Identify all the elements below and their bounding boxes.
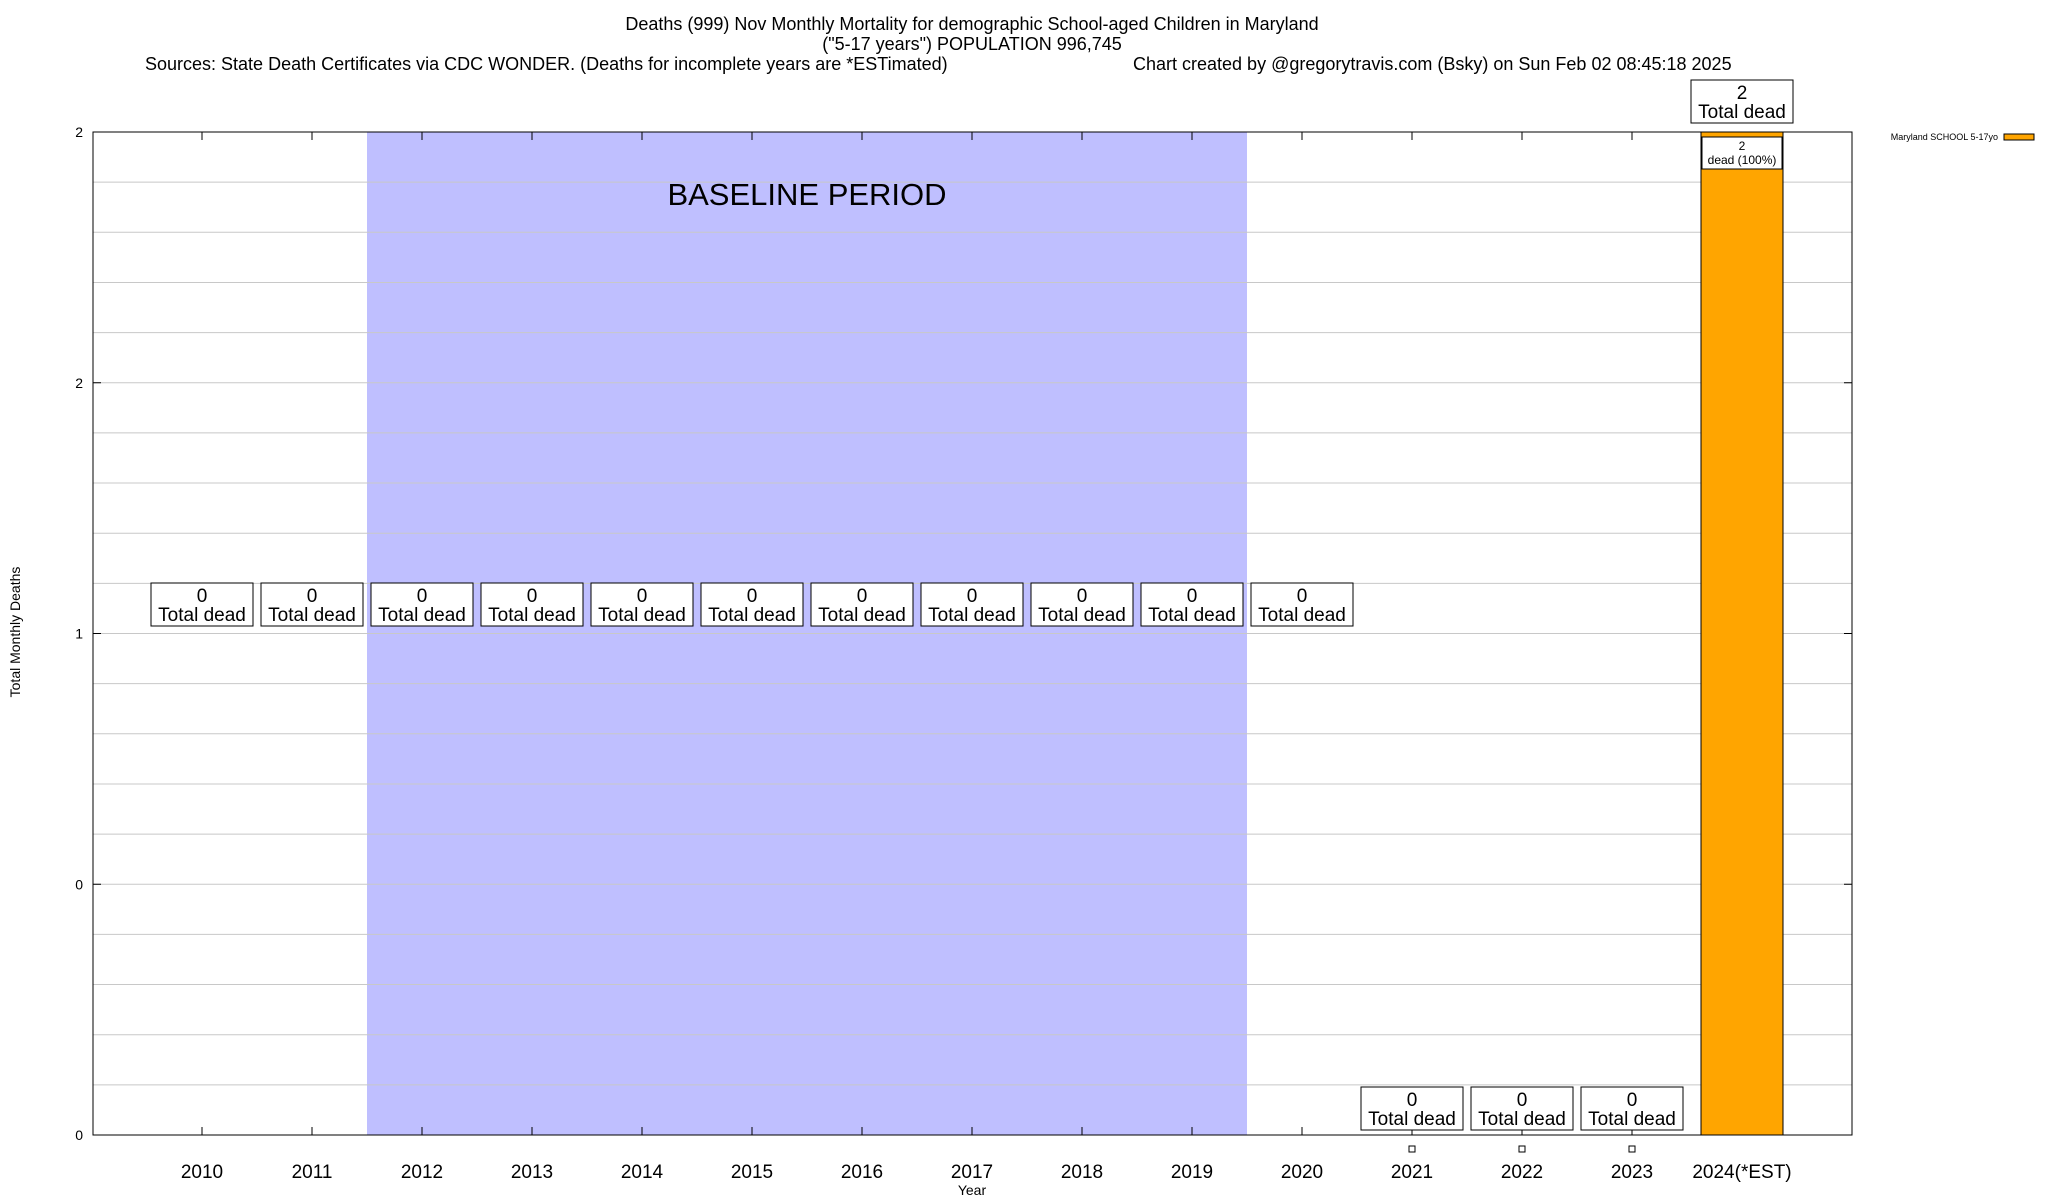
x-tick-label: 2024(*EST) bbox=[1692, 1162, 1791, 1183]
y-tick-label: 1 bbox=[75, 626, 83, 642]
total-label-box bbox=[370, 582, 474, 627]
total-label-value: 0 bbox=[307, 586, 318, 607]
x-tick-label: 2019 bbox=[1171, 1162, 1213, 1183]
total-label-box bbox=[260, 582, 364, 627]
x-tick-label: 2013 bbox=[511, 1162, 553, 1183]
inner-label-value: 2 bbox=[1739, 139, 1746, 153]
total-label-box bbox=[1470, 1086, 1574, 1131]
legend-swatch bbox=[2003, 133, 2035, 141]
total-label-text: Total dead bbox=[1698, 102, 1786, 123]
total-label-box bbox=[590, 582, 694, 627]
total-label-box bbox=[1250, 582, 1354, 627]
total-label-text: Total dead bbox=[1588, 1109, 1676, 1130]
total-label-box bbox=[1690, 79, 1794, 124]
zero-marker bbox=[1408, 1145, 1416, 1153]
total-label-box bbox=[480, 582, 584, 627]
total-label-value: 0 bbox=[967, 586, 978, 607]
total-label-box bbox=[810, 582, 914, 627]
x-tick-label: 2017 bbox=[951, 1162, 993, 1183]
total-label-value: 0 bbox=[527, 586, 538, 607]
total-label-box bbox=[150, 582, 254, 627]
inner-label-text: dead (100%) bbox=[1708, 153, 1777, 167]
y-axis-label: Total Monthly Deaths bbox=[7, 567, 23, 698]
total-label-value: 0 bbox=[417, 586, 428, 607]
total-label-value: 0 bbox=[1407, 1090, 1418, 1111]
baseline-period-label: BASELINE PERIOD bbox=[667, 177, 946, 212]
total-label-text: Total dead bbox=[1148, 605, 1236, 626]
x-tick-label: 2022 bbox=[1501, 1162, 1543, 1183]
x-tick-label: 2011 bbox=[292, 1162, 333, 1183]
total-label-value: 0 bbox=[637, 586, 648, 607]
zero-marker bbox=[1628, 1145, 1636, 1153]
total-label-box bbox=[700, 582, 804, 627]
total-label-text: Total dead bbox=[158, 605, 246, 626]
total-label-box bbox=[1360, 1086, 1464, 1131]
total-label-value: 0 bbox=[1297, 586, 1308, 607]
total-label-text: Total dead bbox=[378, 605, 466, 626]
y-tick-label: 0 bbox=[75, 1127, 83, 1143]
total-label-text: Total dead bbox=[268, 605, 356, 626]
total-label-text: Total dead bbox=[1478, 1109, 1566, 1130]
total-label-value: 0 bbox=[1077, 586, 1088, 607]
total-label-value: 0 bbox=[747, 586, 758, 607]
total-label-box bbox=[1580, 1086, 1684, 1131]
total-label-value: 0 bbox=[197, 586, 208, 607]
x-tick-label: 2012 bbox=[401, 1162, 443, 1183]
total-label-text: Total dead bbox=[928, 605, 1016, 626]
total-label-box bbox=[1030, 582, 1134, 627]
x-tick-label: 2010 bbox=[181, 1162, 223, 1183]
total-label-box bbox=[920, 582, 1024, 627]
bar bbox=[1700, 131, 1784, 1136]
x-tick-label: 2023 bbox=[1611, 1162, 1653, 1183]
y-tick-label: 0 bbox=[75, 876, 83, 892]
total-label-text: Total dead bbox=[818, 605, 906, 626]
chart-credit: Chart created by @gregorytravis.com (Bsk… bbox=[1133, 54, 1732, 74]
x-tick-label: 2016 bbox=[841, 1162, 883, 1183]
total-label-text: Total dead bbox=[1368, 1109, 1456, 1130]
total-label-text: Total dead bbox=[1258, 605, 1346, 626]
chart-sources: Sources: State Death Certificates via CD… bbox=[145, 54, 948, 74]
total-label-text: Total dead bbox=[1038, 605, 1126, 626]
x-tick-label: 2021 bbox=[1391, 1162, 1433, 1183]
y-tick-label: 2 bbox=[75, 124, 83, 140]
x-tick-label: 2020 bbox=[1281, 1162, 1323, 1183]
total-label-value: 0 bbox=[857, 586, 868, 607]
total-label-text: Total dead bbox=[708, 605, 796, 626]
zero-marker bbox=[1518, 1145, 1526, 1153]
total-label-text: Total dead bbox=[598, 605, 686, 626]
x-tick-label: 2014 bbox=[621, 1162, 664, 1183]
x-axis-label: Year bbox=[958, 1182, 987, 1198]
x-tick-label: 2015 bbox=[731, 1162, 773, 1183]
legend-label: Maryland SCHOOL 5-17yo bbox=[1891, 132, 1998, 142]
total-label-value: 0 bbox=[1627, 1090, 1638, 1111]
total-label-box bbox=[1140, 582, 1244, 627]
y-tick-label: 2 bbox=[75, 375, 83, 391]
total-label-value: 0 bbox=[1517, 1090, 1528, 1111]
total-label-text: Total dead bbox=[488, 605, 576, 626]
x-tick-label: 2018 bbox=[1061, 1162, 1103, 1183]
legend: Maryland SCHOOL 5-17yo bbox=[1891, 132, 2035, 142]
plot-frame bbox=[92, 131, 1853, 1136]
inner-label-box bbox=[1701, 136, 1783, 170]
chart-title-line1: Deaths (999) Nov Monthly Mortality for d… bbox=[625, 14, 1318, 34]
total-label-value: 2 bbox=[1737, 83, 1748, 104]
total-label-value: 0 bbox=[1187, 586, 1198, 607]
chart-title-line2: ("5-17 years") POPULATION 996,745 bbox=[822, 34, 1122, 54]
